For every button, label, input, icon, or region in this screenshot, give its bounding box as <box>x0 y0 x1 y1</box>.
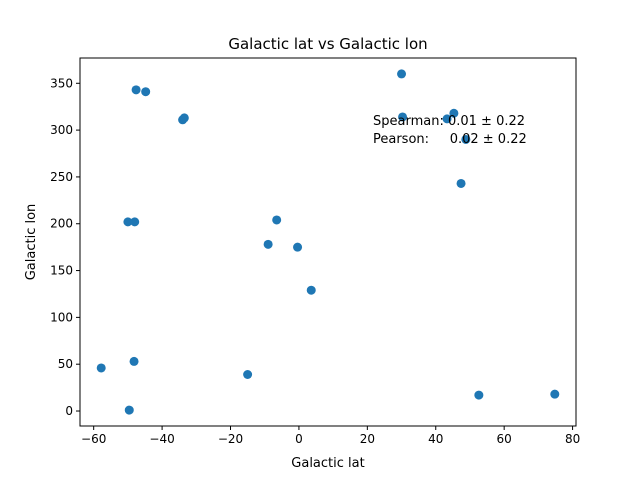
x-tick-label: 40 <box>428 432 443 446</box>
spearman-annotation: Spearman: 0.01 ± 0.22 <box>373 114 525 129</box>
data-point <box>131 85 141 95</box>
y-tick-label: 250 <box>50 170 73 184</box>
y-tick-label: 200 <box>50 217 73 231</box>
x-tick-label: 20 <box>360 432 375 446</box>
data-point <box>461 134 471 144</box>
x-tick-label: −20 <box>218 432 243 446</box>
y-tick-label: 0 <box>65 404 73 418</box>
data-point <box>474 390 484 400</box>
y-tick-label: 300 <box>50 123 73 137</box>
data-point <box>456 178 466 188</box>
x-tick-label: 60 <box>497 432 512 446</box>
data-point <box>272 215 282 225</box>
x-axis-label: Galactic lat <box>291 456 364 471</box>
data-point <box>263 239 273 249</box>
y-tick-label: 100 <box>50 310 73 324</box>
data-point <box>124 405 134 415</box>
x-tick-label: −60 <box>81 432 106 446</box>
data-point <box>129 356 139 366</box>
data-point <box>550 389 560 399</box>
data-point <box>179 113 189 123</box>
data-point <box>130 217 140 227</box>
x-tick-label: 0 <box>295 432 303 446</box>
y-tick-label: 150 <box>50 264 73 278</box>
data-point <box>449 108 459 118</box>
data-point <box>123 217 133 227</box>
plot-frame <box>79 57 577 427</box>
data-point <box>442 114 452 124</box>
data-point <box>96 363 106 373</box>
x-axis-ticks: −60 −40 −20 0 20 40 60 80 <box>81 426 580 446</box>
data-point <box>293 242 303 252</box>
x-tick-label: −40 <box>149 432 174 446</box>
data-point <box>243 370 253 379</box>
data-point <box>141 87 151 97</box>
y-axis-label: Galactic lon <box>24 204 39 281</box>
data-point <box>398 112 408 122</box>
y-axis-ticks: 0 50 100 150 200 250 300 350 <box>50 76 80 418</box>
y-tick-label: 350 <box>50 76 73 90</box>
data-point <box>306 285 316 295</box>
y-tick-label: 50 <box>58 357 73 371</box>
data-point <box>397 69 407 79</box>
x-tick-label: 80 <box>565 432 580 446</box>
pearson-annotation: Pearson: 0.02 ± 0.22 <box>373 132 527 147</box>
points-layer <box>96 69 560 415</box>
chart-title: Galactic lat vs Galactic lon <box>228 35 427 53</box>
